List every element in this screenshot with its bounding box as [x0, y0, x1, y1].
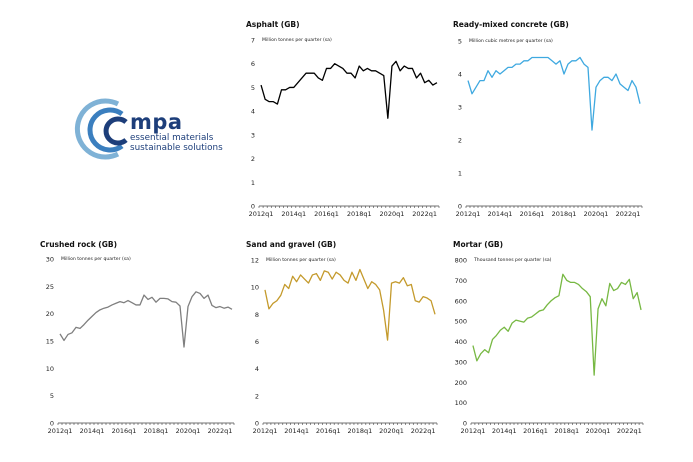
asphalt-chart: 0 1 2 3 4 5 6 7 Million tonnes per quarter (sa) 2… — [249, 37, 440, 218]
x-tick-label: 2014q1 — [281, 210, 306, 218]
y-tick-label: 700 — [455, 277, 467, 285]
mortar-chart: 0 100 200 300 400 500 600 700 800 Thousand tonnes… — [455, 257, 644, 435]
y-axis-label: Thousand tonnes per quarter (sa) — [473, 257, 552, 263]
y-tick-label: 6 — [255, 338, 259, 346]
y-tick-label: 30 — [46, 256, 54, 264]
y-tick-label: 25 — [46, 283, 54, 291]
y-axis-label: Million cubic metres per quarter (sa) — [469, 38, 553, 44]
y-tick-label: 200 — [455, 379, 467, 387]
logo-brand: mpa — [130, 110, 183, 134]
y-tick-label: 12 — [251, 257, 259, 265]
x-tick-label: 2018q1 — [347, 210, 372, 218]
y-tick-label: 500 — [455, 318, 467, 326]
crushed-rock-title: Crushed rock (GB) — [40, 240, 118, 249]
y-tick-label: 3 — [458, 104, 462, 112]
y-tick-label: 0 — [458, 203, 462, 211]
y-axis-label: Million tonnes per quarter (sa) — [266, 257, 336, 263]
ready-mixed-concrete-title: Ready-mixed concrete (GB) — [453, 20, 569, 29]
y-tick-label: 20 — [46, 310, 54, 318]
series-line — [472, 273, 642, 376]
x-tick-label: 2020q1 — [176, 427, 201, 435]
y-tick-label: 4 — [458, 71, 462, 79]
y-tick-label: 1 — [458, 170, 462, 178]
y-tick-label: 8 — [255, 311, 259, 319]
y-tick-label: 0 — [255, 420, 259, 428]
x-tick-label: 2020q1 — [379, 427, 404, 435]
x-tick-label: 2012q1 — [253, 427, 278, 435]
y-tick-label: 2 — [255, 392, 259, 400]
x-tick-label: 2022q1 — [617, 427, 642, 435]
logo-tagline-2: sustainable solutions — [130, 143, 223, 153]
y-tick-label: 800 — [455, 257, 467, 265]
y-tick-label: 7 — [251, 37, 255, 45]
x-tick-label: 2016q1 — [523, 427, 548, 435]
y-tick-label: 5 — [251, 84, 255, 92]
x-tick-label: 2016q1 — [520, 210, 545, 218]
x-tick-label: 2016q1 — [112, 427, 137, 435]
x-tick-label: 2016q1 — [316, 427, 341, 435]
y-axis-label: Million tonnes per quarter (sa) — [61, 256, 131, 262]
x-tick-label: 2022q1 — [412, 210, 437, 218]
x-tick-label: 2012q1 — [461, 427, 486, 435]
asphalt-title: Asphalt (GB) — [246, 20, 300, 29]
y-tick-label: 5 — [50, 392, 54, 400]
x-tick-label: 2020q1 — [380, 210, 405, 218]
logo-tagline-1: essential materials — [130, 133, 214, 143]
x-tick-label: 2012q1 — [456, 210, 481, 218]
y-tick-label: 2 — [458, 137, 462, 145]
y-tick-label: 2 — [251, 155, 255, 163]
y-tick-label: 4 — [251, 108, 255, 116]
series-line — [260, 60, 438, 119]
x-tick-label: 2014q1 — [80, 427, 105, 435]
crushed-rock-chart: 0 5 10 15 20 25 30 Million tonnes per quarter (… — [46, 256, 235, 435]
sand-and-gravel-title: Sand and gravel (GB) — [246, 240, 337, 249]
x-tick-label: 2020q1 — [584, 210, 609, 218]
x-tick-label: 2022q1 — [208, 427, 233, 435]
x-tick-label: 2022q1 — [616, 210, 641, 218]
ready-mixed-concrete-chart: 0 1 2 3 4 5 Million cubic metres per quarter (… — [456, 38, 643, 218]
y-tick-label: 400 — [455, 338, 467, 346]
x-tick-label: 2020q1 — [586, 427, 611, 435]
y-axis-label: Million tonnes per quarter (sa) — [262, 37, 332, 43]
y-tick-label: 3 — [251, 131, 255, 139]
y-tick-label: 6 — [251, 60, 255, 68]
series-line — [467, 56, 641, 131]
y-tick-label: 0 — [251, 203, 255, 211]
y-tick-label: 300 — [455, 358, 467, 366]
series-line — [264, 268, 436, 341]
y-tick-label: 100 — [455, 399, 467, 407]
x-tick-label: 2018q1 — [144, 427, 169, 435]
x-tick-label: 2014q1 — [284, 427, 309, 435]
y-tick-label: 600 — [455, 297, 467, 305]
x-tick-label: 2018q1 — [552, 210, 577, 218]
y-tick-label: 0 — [463, 420, 467, 428]
y-tick-label: 1 — [251, 179, 255, 187]
x-tick-label: 2012q1 — [249, 210, 274, 218]
mpa-swirl-icon — [74, 98, 128, 160]
y-tick-label: 10 — [46, 365, 54, 373]
x-tick-label: 2012q1 — [48, 427, 73, 435]
sand-and-gravel-chart: 0 2 4 6 8 10 12 Million tonnes per quarter (sa)… — [251, 257, 438, 435]
y-tick-label: 10 — [251, 284, 259, 292]
y-tick-label: 0 — [50, 420, 54, 428]
x-tick-label: 2016q1 — [314, 210, 339, 218]
x-tick-label: 2018q1 — [347, 427, 372, 435]
mortar-title: Mortar (GB) — [453, 240, 503, 249]
y-tick-label: 4 — [255, 365, 259, 373]
series-line — [59, 291, 233, 348]
x-tick-label: 2018q1 — [554, 427, 579, 435]
x-tick-label: 2014q1 — [488, 210, 513, 218]
x-tick-label: 2022q1 — [411, 427, 436, 435]
y-tick-label: 15 — [46, 338, 54, 346]
x-tick-label: 2014q1 — [492, 427, 517, 435]
y-tick-label: 5 — [458, 38, 462, 46]
mpa-logo: mpa essential materials sustainable solu… — [74, 96, 234, 160]
